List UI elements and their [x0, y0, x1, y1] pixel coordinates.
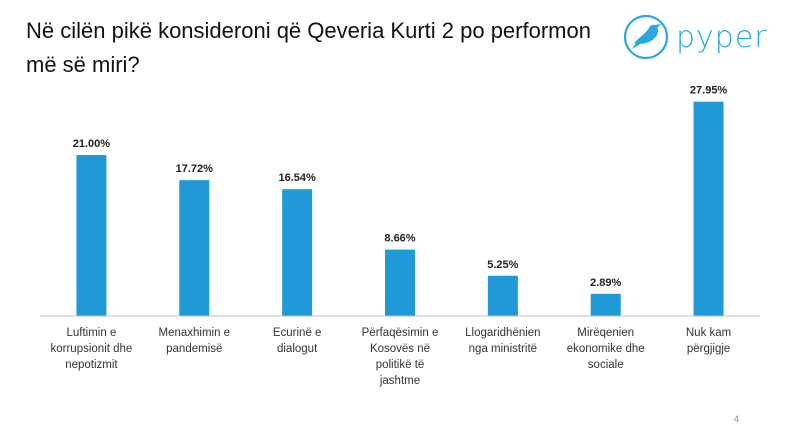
category-label-2: Menaxhimin e pandemisë: [158, 327, 230, 355]
value-label-1: 21.00%: [73, 138, 111, 150]
value-label-7: 27.95%: [690, 85, 728, 97]
bar-5: [487, 275, 518, 316]
bar-2: [179, 180, 210, 316]
category-label-3: Ecurinë e dialogut: [273, 327, 322, 355]
value-label-4: 8.66%: [384, 233, 415, 245]
bar-3: [282, 189, 313, 316]
category-label-7: Nuk kam përgjigje: [686, 327, 731, 355]
chart-title: Në cilën pikë konsideroni që Qeveria Kur…: [26, 18, 591, 77]
bar-7: [693, 101, 724, 316]
category-label-6: Mirëqenien ekonomike dhe sociale: [567, 327, 645, 371]
category-label-4: Përfaqësimin e Kosovës në politikë të jasht…: [362, 327, 439, 387]
page-number: 4: [734, 414, 740, 424]
bird-icon: [623, 14, 669, 60]
category-label-5: Llogaridhënien nga ministritë: [465, 327, 540, 355]
value-label-3: 16.54%: [278, 172, 316, 184]
value-label-5: 5.25%: [487, 259, 518, 271]
category-label-1: Luftimin e korrupsionit dhe nepotizmit: [51, 327, 133, 371]
value-label-6: 2.89%: [590, 277, 621, 289]
value-label-2: 17.72%: [176, 163, 214, 175]
bar-6: [590, 293, 621, 316]
bar-1: [76, 155, 107, 316]
logo-text: pyper: [676, 19, 768, 55]
bar-4: [385, 249, 415, 316]
pyper-logo: pyper: [622, 6, 792, 68]
